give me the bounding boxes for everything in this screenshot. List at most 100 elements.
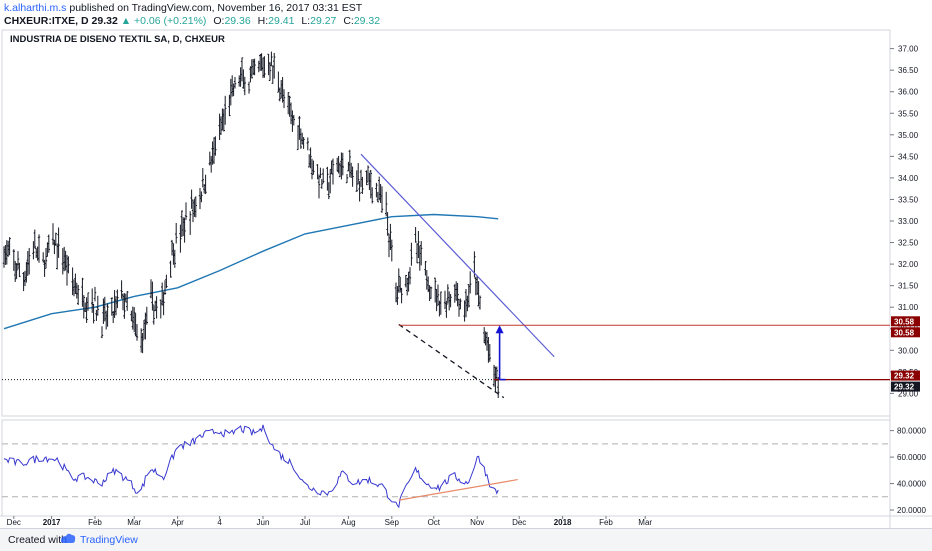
price-bar bbox=[228, 94, 231, 117]
price-axis-label: 33.00 bbox=[898, 217, 919, 226]
price-bar bbox=[92, 303, 95, 324]
price-axis-label: 31.50 bbox=[898, 282, 919, 291]
price-bar bbox=[32, 241, 35, 260]
price-bar bbox=[345, 173, 349, 184]
price-bar bbox=[446, 284, 449, 304]
price-bar bbox=[54, 232, 57, 246]
price-bar bbox=[361, 176, 364, 194]
price-bar bbox=[322, 168, 325, 184]
author-link[interactable]: k.alharthi.m.s bbox=[4, 2, 67, 14]
close-value: 29.32 bbox=[353, 15, 381, 27]
price-bar bbox=[331, 158, 335, 185]
price-bar bbox=[282, 89, 286, 109]
chart-title: INDUSTRIA DE DISENO TEXTIL SA, D, CHXEUR bbox=[10, 34, 225, 45]
target-arrow-head bbox=[495, 325, 504, 334]
price-bar bbox=[459, 298, 462, 310]
price-bar bbox=[123, 293, 126, 319]
price-bar bbox=[469, 271, 472, 294]
chart-area[interactable]: INDUSTRIA DE DISENO TEXTIL SA, D, CHXEUR… bbox=[0, 28, 932, 528]
price-bar bbox=[85, 297, 88, 323]
tradingview-logo-icon bbox=[61, 533, 76, 543]
moving-average-line bbox=[3, 213, 499, 330]
price-bar bbox=[120, 280, 123, 299]
price-bar bbox=[299, 128, 302, 149]
price-bar bbox=[397, 268, 400, 293]
price-bar bbox=[389, 223, 392, 250]
price-bar bbox=[204, 174, 207, 195]
price-bar bbox=[183, 217, 186, 243]
price-bar bbox=[250, 59, 253, 79]
price-bar bbox=[173, 249, 176, 268]
open-value: 29.36 bbox=[224, 15, 251, 27]
price-bar bbox=[81, 277, 84, 307]
time-axis-label: Feb bbox=[599, 518, 613, 527]
price-bar bbox=[175, 222, 178, 244]
price-bar bbox=[317, 174, 321, 199]
time-axis-label: Mar bbox=[127, 518, 141, 527]
support-dashed-trendline bbox=[398, 323, 505, 399]
price-bar bbox=[495, 366, 498, 382]
price-bar bbox=[169, 260, 172, 278]
price-bar bbox=[57, 227, 60, 258]
price-bar bbox=[306, 137, 309, 151]
rsi-axis-label: 80.0000 bbox=[897, 427, 926, 436]
price-bar bbox=[341, 152, 344, 176]
price-bar bbox=[135, 324, 139, 341]
open-label: O: bbox=[213, 15, 225, 27]
price-bar bbox=[309, 147, 312, 169]
price-bar bbox=[320, 179, 323, 189]
price-bar bbox=[28, 247, 31, 275]
price-bar bbox=[180, 210, 183, 237]
price-bar bbox=[435, 288, 438, 312]
price-bar bbox=[414, 227, 417, 243]
time-axis-label: 2018 bbox=[554, 518, 572, 527]
price-bar bbox=[376, 191, 379, 203]
price-axis-label: 33.50 bbox=[898, 195, 919, 204]
price-bar bbox=[434, 277, 437, 303]
time-axis-label: Feb bbox=[88, 518, 102, 527]
price-bar bbox=[96, 295, 99, 316]
price-bar bbox=[222, 108, 225, 132]
price-bar bbox=[106, 303, 109, 327]
price-axis-label: 35.50 bbox=[898, 109, 919, 118]
price-bar bbox=[93, 286, 97, 302]
published-text: published on TradingView.com, November 1… bbox=[69, 2, 363, 14]
chart-background bbox=[0, 28, 932, 528]
price-bar bbox=[44, 247, 48, 269]
price-axis-label: 30.00 bbox=[898, 346, 919, 355]
price-tag-30-58-box bbox=[891, 316, 920, 327]
price-bar bbox=[151, 281, 154, 311]
ohlc-line: CHXEUR:ITXE, D 29.32 ▲ +0.06 (+0.21%) O:… bbox=[4, 15, 380, 27]
price-bar bbox=[288, 95, 291, 117]
price-tag-30-58-b-box bbox=[891, 327, 920, 338]
price-bar bbox=[302, 137, 305, 149]
price-axis-label: 32.00 bbox=[898, 260, 919, 269]
price-bar bbox=[390, 239, 393, 262]
time-axis-label: Jun bbox=[257, 518, 270, 527]
price-bar bbox=[380, 186, 384, 213]
price-bar bbox=[456, 282, 459, 307]
price-bar bbox=[247, 81, 251, 94]
price-bar bbox=[375, 182, 378, 198]
price-bar bbox=[110, 297, 113, 316]
resistance-trendline bbox=[360, 153, 555, 358]
price-bar bbox=[439, 291, 442, 315]
price-tag-29-32-text: 29.32 bbox=[894, 372, 915, 381]
price-axis-label: 37.00 bbox=[898, 45, 919, 54]
price-tag-30-58-b-text: 30.58 bbox=[894, 328, 915, 337]
price-axis-label: 36.50 bbox=[898, 66, 919, 75]
price-bar bbox=[278, 87, 281, 102]
symbol-label: CHXEUR:ITXE, D bbox=[4, 15, 89, 27]
price-axis-label: 29.00 bbox=[898, 389, 919, 398]
time-axis-label: 2017 bbox=[43, 518, 61, 527]
low-value: 29.27 bbox=[310, 15, 337, 27]
price-bar bbox=[33, 229, 36, 249]
footer-brand-link[interactable]: TradingView bbox=[80, 534, 138, 546]
price-bar bbox=[145, 306, 148, 325]
price-bar bbox=[18, 262, 21, 278]
price-axis-label: 35.00 bbox=[898, 131, 919, 140]
price-bar bbox=[445, 300, 448, 318]
price-bar bbox=[240, 57, 244, 82]
time-axis-label: Nov bbox=[470, 518, 484, 527]
price-bar bbox=[408, 267, 412, 285]
